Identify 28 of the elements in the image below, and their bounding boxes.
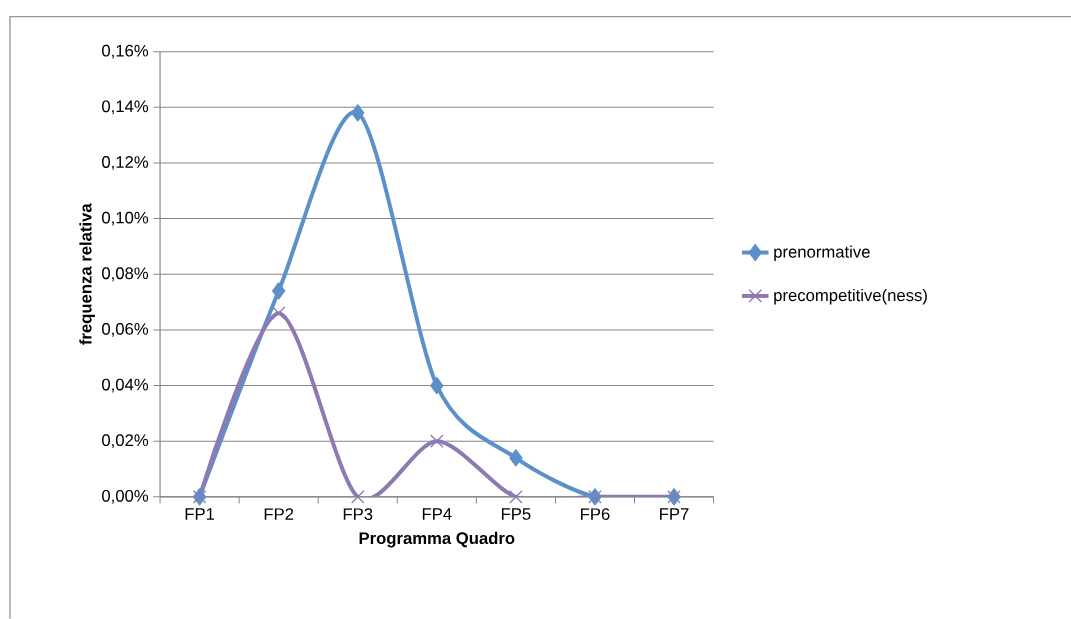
point (430, 434, 444, 449)
point (509, 449, 523, 467)
x-tick-label: FP7 (660, 508, 689, 520)
point (350, 490, 365, 504)
y-tick-label: 0,10% (102, 211, 149, 226)
legend-label: precompetitive(ness) (774, 288, 927, 305)
x-tick-label: FP2 (264, 508, 294, 520)
x-tick-label: FP1 (185, 508, 215, 520)
y-tick-label: 0,04% (102, 378, 149, 393)
y-tick-label: 0,12% (102, 156, 149, 170)
y-tick-label: 0,16% (102, 44, 149, 59)
point (271, 282, 286, 300)
y-tick-label: 0,14% (102, 100, 149, 115)
y-axis-title: frequenza relativa (79, 203, 95, 345)
point (509, 490, 523, 504)
y-tick-label: 0,06% (102, 323, 149, 337)
legend-label: prenormative (774, 245, 870, 262)
y-tick-label: 0,00% (102, 490, 149, 504)
y-tick-label: 0,02% (102, 434, 149, 449)
x-tick-label: FP4 (422, 508, 452, 520)
point (430, 376, 444, 395)
x-axis-title: Programma Quadro (359, 531, 515, 548)
x-tick-label: FP3 (343, 508, 373, 521)
y-tick-label: 0,08% (102, 267, 149, 282)
x-tick-label: FP6 (581, 508, 610, 521)
point (271, 306, 286, 321)
point (351, 104, 365, 122)
x-tick-label: FP5 (501, 508, 531, 520)
